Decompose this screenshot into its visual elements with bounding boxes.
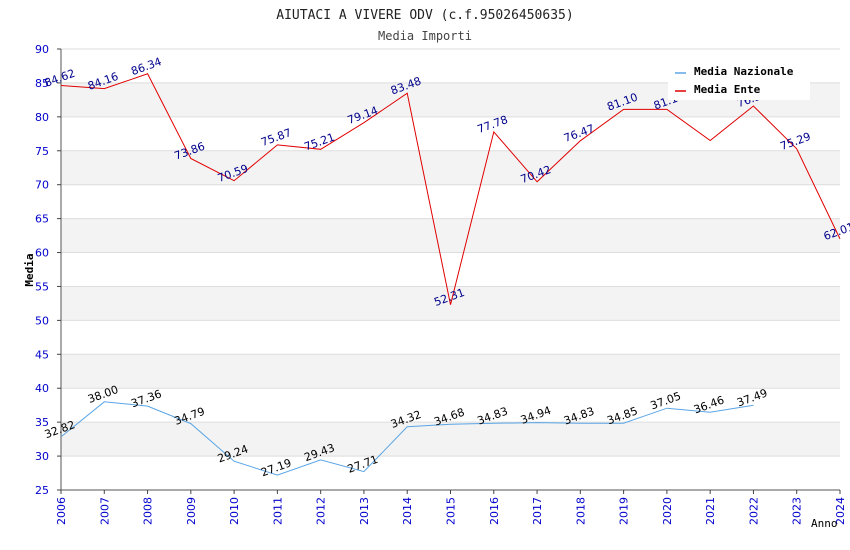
x-tick-label: 2006 bbox=[55, 497, 68, 525]
data-label: 27.19 bbox=[259, 456, 293, 479]
x-tick-label: 2017 bbox=[531, 497, 544, 525]
x-tick-label: 2021 bbox=[704, 497, 717, 525]
x-ticks: 2006 2007 2008 2009 2010 2011 2012 2013 2014 2015… bbox=[55, 490, 847, 525]
x-tick-label: 2024 bbox=[834, 497, 847, 525]
x-tick-label: 2011 bbox=[271, 497, 284, 525]
x-tick-label: 2020 bbox=[661, 497, 674, 525]
grid-band bbox=[61, 150, 840, 185]
legend: Media Nazionale Media Ente bbox=[668, 62, 810, 100]
x-tick-label: 2013 bbox=[358, 497, 371, 525]
y-tick-label: 75 bbox=[35, 145, 49, 158]
y-tick-label: 65 bbox=[35, 213, 49, 226]
x-tick-label: 2007 bbox=[98, 497, 111, 525]
series-line-1 bbox=[60, 73, 841, 305]
grid-band bbox=[61, 218, 840, 253]
x-tick-label: 2018 bbox=[574, 497, 587, 525]
legend-label-media-ente: Media Ente bbox=[694, 83, 761, 96]
x-axis-label: Anno bbox=[811, 517, 838, 530]
x-tick-label: 2015 bbox=[445, 497, 458, 525]
series-lines bbox=[60, 73, 841, 476]
grid-band bbox=[61, 422, 840, 457]
data-label: 75.29 bbox=[779, 130, 813, 153]
series-line-0 bbox=[60, 401, 754, 476]
x-tick-label: 2019 bbox=[618, 497, 631, 525]
x-tick-label: 2009 bbox=[185, 497, 198, 525]
data-label: 75.21 bbox=[302, 131, 336, 154]
x-tick-label: 2010 bbox=[228, 497, 241, 525]
chart-title: AIUTACI A VIVERE ODV (c.f.95026450635) bbox=[276, 8, 573, 23]
data-label: 37.36 bbox=[129, 387, 163, 410]
x-tick-label: 2023 bbox=[791, 497, 804, 525]
chart-subtitle: Media Importi bbox=[378, 29, 472, 43]
y-tick-label: 50 bbox=[35, 314, 49, 327]
y-tick-label: 80 bbox=[35, 111, 49, 124]
y-axis-label: Media bbox=[23, 253, 36, 286]
x-tick-label: 2022 bbox=[747, 497, 760, 525]
data-label: 36.46 bbox=[692, 393, 726, 416]
y-tick-label: 90 bbox=[35, 43, 49, 56]
y-tick-label: 85 bbox=[35, 77, 49, 90]
y-tick-label: 30 bbox=[35, 450, 49, 463]
y-ticks: 25 30 35 40 45 50 55 60 65 70 75 80 85 90 bbox=[35, 43, 61, 497]
y-tick-label: 70 bbox=[35, 179, 49, 192]
y-tick-label: 35 bbox=[35, 416, 49, 429]
legend-box bbox=[668, 62, 810, 100]
y-tick-label: 40 bbox=[35, 382, 49, 395]
y-tick-label: 45 bbox=[35, 348, 49, 361]
x-tick-label: 2008 bbox=[142, 497, 155, 525]
y-tick-label: 25 bbox=[35, 484, 49, 497]
x-tick-label: 2014 bbox=[401, 497, 414, 525]
data-label: 37.49 bbox=[735, 386, 769, 409]
x-tick-label: 2016 bbox=[488, 497, 501, 525]
legend-label-media-nazionale: Media Nazionale bbox=[694, 65, 794, 78]
y-tick-label: 55 bbox=[35, 280, 49, 293]
grid-band bbox=[61, 354, 840, 389]
y-tick-label: 60 bbox=[35, 247, 49, 260]
x-tick-label: 2012 bbox=[315, 497, 328, 525]
